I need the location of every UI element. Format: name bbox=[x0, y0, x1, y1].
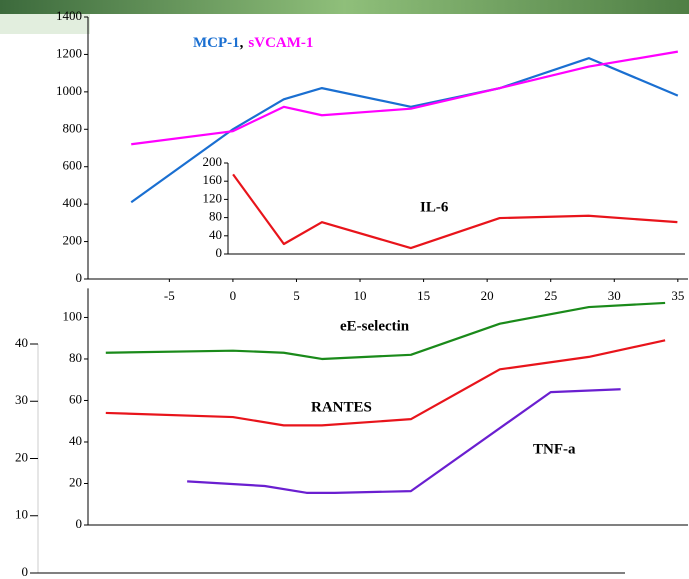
series-line bbox=[106, 340, 665, 425]
y2-tick-label: 30 bbox=[15, 392, 28, 407]
y-tick-label: 1000 bbox=[56, 83, 82, 98]
series-line bbox=[233, 174, 677, 248]
y2-tick-label: 40 bbox=[15, 335, 28, 350]
y-tick-label: 600 bbox=[63, 158, 83, 173]
x-tick-label: 30 bbox=[608, 288, 621, 303]
y-tick-label: 80 bbox=[209, 209, 222, 224]
y2-tick-label: 10 bbox=[15, 507, 28, 522]
y-tick-label: 1400 bbox=[56, 8, 82, 23]
y-tick-label: 100 bbox=[63, 308, 83, 323]
y2-tick-label: 20 bbox=[15, 449, 28, 464]
y-tick-label: 40 bbox=[209, 227, 222, 242]
y-tick-label: 200 bbox=[203, 154, 223, 169]
y-tick-label: 0 bbox=[216, 245, 223, 260]
x-tick-label: 25 bbox=[544, 288, 557, 303]
legend-entry: MCP-1 bbox=[193, 35, 240, 51]
y-tick-label: 20 bbox=[69, 474, 82, 489]
series-label: eE-selectin bbox=[340, 318, 410, 334]
legend: MCP-1,sVCAM-1 bbox=[193, 35, 313, 51]
y-tick-label: 1200 bbox=[56, 45, 82, 60]
y-tick-label: 0 bbox=[76, 516, 83, 531]
y-tick-label: 0 bbox=[76, 270, 83, 285]
y-tick-label: 120 bbox=[203, 190, 223, 205]
x-tick-label: -5 bbox=[164, 288, 175, 303]
x-tick-label: 35 bbox=[671, 288, 684, 303]
legend-entry: sVCAM-1 bbox=[248, 35, 313, 51]
chart: 0200400600800100012001400-50510152025303… bbox=[0, 0, 689, 579]
series-line bbox=[131, 52, 678, 145]
x-tick-label: 0 bbox=[230, 288, 237, 303]
y-tick-label: 800 bbox=[63, 120, 83, 135]
legend-separator: , bbox=[240, 35, 244, 51]
x-tick-label: 10 bbox=[354, 288, 367, 303]
x-tick-label: 5 bbox=[293, 288, 300, 303]
x-tick-label: 20 bbox=[481, 288, 494, 303]
series-label: IL-6 bbox=[420, 199, 449, 215]
y-tick-label: 160 bbox=[203, 172, 223, 187]
y2-tick-label: 0 bbox=[22, 564, 29, 579]
y-tick-label: 80 bbox=[69, 350, 82, 365]
y-tick-label: 60 bbox=[69, 391, 82, 406]
x-tick-label: 15 bbox=[417, 288, 430, 303]
y-tick-label: 200 bbox=[63, 233, 83, 248]
y-tick-label: 400 bbox=[63, 195, 83, 210]
y-tick-label: 40 bbox=[69, 433, 82, 448]
header-band bbox=[0, 0, 689, 14]
series-label: RANTES bbox=[311, 399, 372, 415]
series-label: TNF-a bbox=[533, 441, 576, 457]
